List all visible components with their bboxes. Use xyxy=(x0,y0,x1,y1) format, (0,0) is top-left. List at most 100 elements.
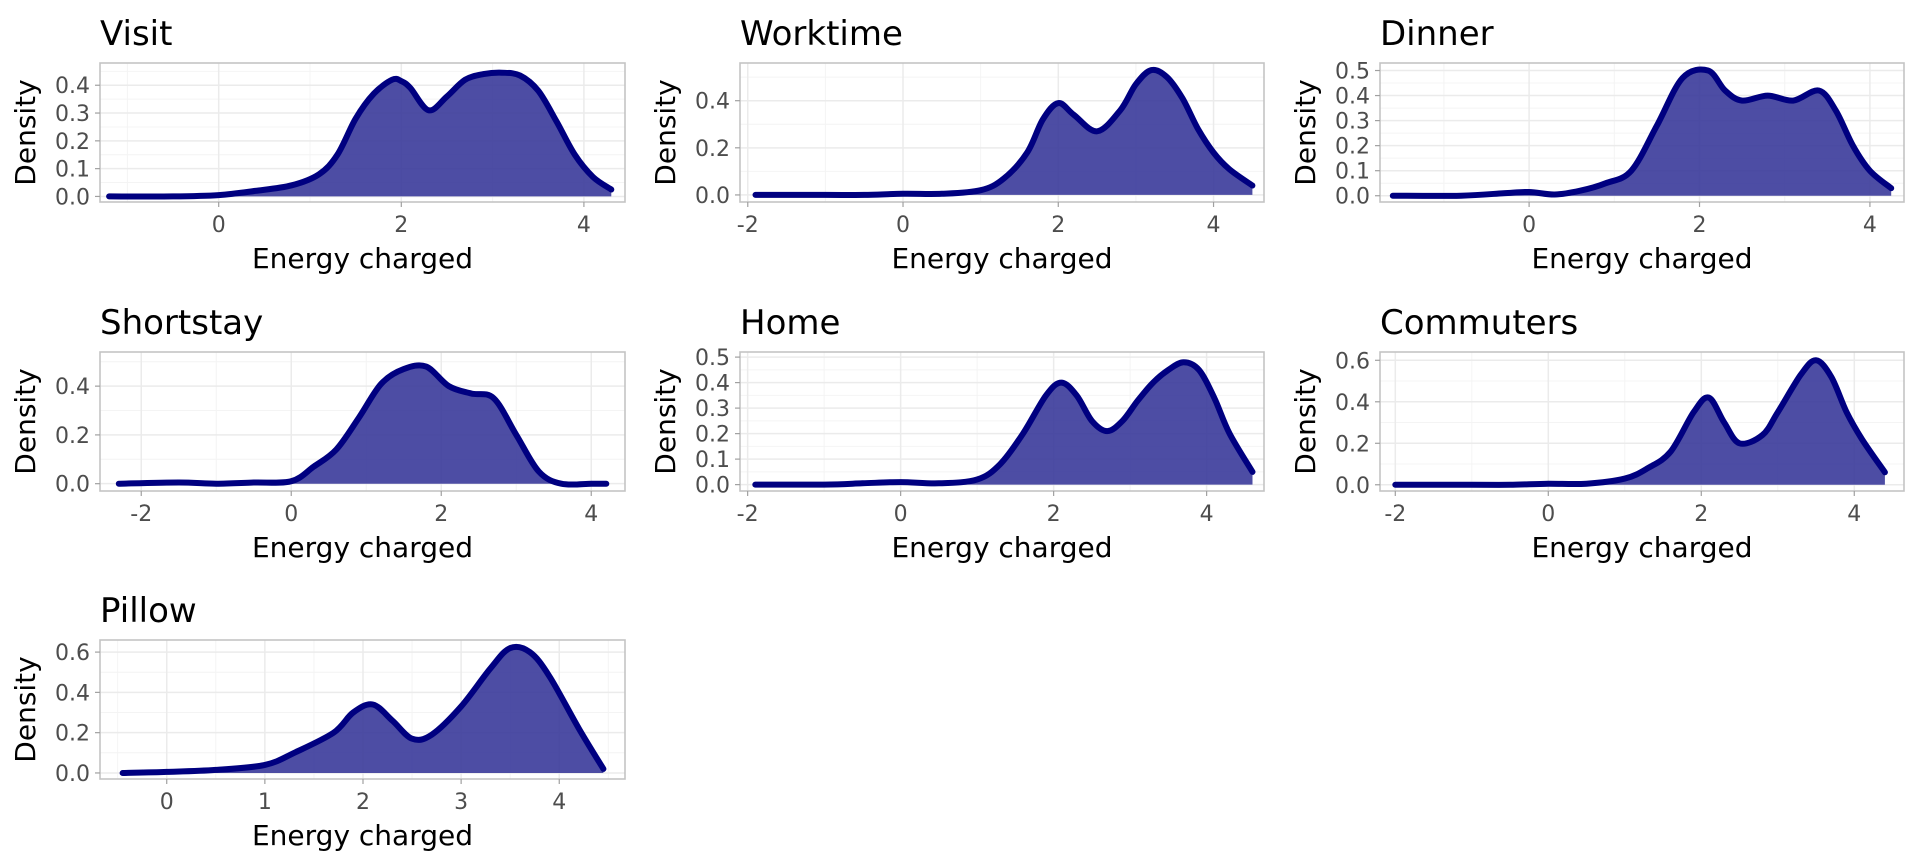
y-tick-label: 0.4 xyxy=(695,372,730,397)
y-tick-label: 0.4 xyxy=(55,375,90,400)
density-line xyxy=(119,643,607,776)
y-tick-label: 0.3 xyxy=(55,102,90,127)
panel-title: Shortstay xyxy=(100,303,263,343)
panel-title: Commuters xyxy=(1380,303,1578,343)
x-tick-label: 4 xyxy=(1863,213,1877,238)
density-line xyxy=(106,69,615,200)
x-tick-label: -2 xyxy=(1384,502,1406,527)
x-axis-label: Energy charged xyxy=(252,531,473,564)
density-area xyxy=(1395,360,1885,485)
x-tick-label: 2 xyxy=(356,790,370,815)
density-line xyxy=(752,359,1256,488)
y-tick-label: 0.5 xyxy=(695,346,730,371)
density-line xyxy=(115,362,610,488)
panel-worktime: -2 0 2 4 0.0 0.2 0.4 Worktime Energy charged Dens… xyxy=(649,14,1265,275)
density-area xyxy=(755,362,1253,485)
y-tick-label: 0.4 xyxy=(55,74,90,99)
y-axis-label: Density xyxy=(649,368,682,474)
y-tick-label: 0.0 xyxy=(1335,474,1370,499)
y-tick-label: 0.4 xyxy=(695,90,730,115)
x-tick-label: 1 xyxy=(258,790,272,815)
y-tick-label: 0.2 xyxy=(695,423,730,448)
y-axis-label: Density xyxy=(1289,79,1322,185)
y-axis-label: Density xyxy=(649,79,682,185)
x-tick-label: 4 xyxy=(584,502,598,527)
x-tick-label: 0 xyxy=(1541,502,1555,527)
y-axis-label: Density xyxy=(9,368,42,474)
panel-title: Worktime xyxy=(740,14,903,54)
x-tick-label: 4 xyxy=(552,790,566,815)
x-axis-label: Energy charged xyxy=(891,531,1112,564)
x-tick-label: 0 xyxy=(160,790,174,815)
y-axis-label: Density xyxy=(1289,368,1322,474)
density-line xyxy=(1389,66,1895,199)
x-axis-label: Energy charged xyxy=(1531,531,1752,564)
density-area xyxy=(1392,69,1892,196)
y-tick-label: 0.0 xyxy=(55,185,90,210)
y-tick-label: 0.2 xyxy=(55,130,90,155)
y-tick-label: 0.6 xyxy=(55,641,90,666)
x-axis-label: Energy charged xyxy=(252,819,473,852)
x-tick-label: 4 xyxy=(1847,502,1861,527)
y-axis-label: Density xyxy=(9,656,42,762)
x-tick-label: 0 xyxy=(284,502,298,527)
x-tick-label: 4 xyxy=(577,213,591,238)
y-tick-label: 0.0 xyxy=(55,762,90,787)
panel-border xyxy=(99,351,626,492)
y-tick-label: 0.2 xyxy=(1335,135,1370,160)
x-tick-label: -2 xyxy=(737,213,759,238)
y-tick-label: 0.4 xyxy=(1335,85,1370,110)
x-axis-label: Energy charged xyxy=(252,242,473,275)
x-tick-label: 0 xyxy=(212,213,226,238)
y-tick-label: 0.1 xyxy=(695,448,730,473)
x-tick-label: 4 xyxy=(1200,502,1214,527)
density-line xyxy=(1392,357,1888,488)
y-tick-label: 0.5 xyxy=(1335,60,1370,85)
y-tick-label: 0.0 xyxy=(1335,185,1370,210)
x-axis-label: Energy charged xyxy=(891,242,1112,275)
panel-title: Visit xyxy=(100,14,172,54)
x-tick-label: 2 xyxy=(1047,502,1061,527)
y-tick-label: 0.3 xyxy=(695,397,730,422)
x-tick-label: 2 xyxy=(434,502,448,527)
y-tick-label: 0.1 xyxy=(55,158,90,183)
panel-border xyxy=(739,62,1265,203)
y-tick-label: 0.2 xyxy=(1335,432,1370,457)
x-tick-label: 2 xyxy=(1051,213,1065,238)
x-tick-label: -2 xyxy=(130,502,152,527)
panel-title: Home xyxy=(740,303,840,343)
panel-pillow: 0 1 2 3 4 0.0 0.2 0.4 0.6 Pillow Energy charged Den… xyxy=(9,591,626,852)
x-tick-label: 2 xyxy=(1694,502,1708,527)
x-tick-label: 2 xyxy=(394,213,408,238)
panel-home: -2 0 2 4 0.00.10.20.30.40.5 Home Energy charge… xyxy=(649,303,1265,564)
x-tick-label: 2 xyxy=(1693,213,1707,238)
panel-commuters: -2 0 2 4 0.0 0.2 0.4 0.6 Commuters Energy charged… xyxy=(1289,303,1905,564)
x-tick-label: 0 xyxy=(896,213,910,238)
panel-border xyxy=(739,351,1265,492)
y-tick-label: 0.1 xyxy=(1335,160,1370,185)
y-tick-label: 0.2 xyxy=(55,424,90,449)
density-area xyxy=(109,72,612,197)
panel-dinner: 0 2 4 0.00.10.20.30.40.5 Dinner Energy charge… xyxy=(1289,14,1905,275)
panel-title: Dinner xyxy=(1380,14,1494,54)
panel-border xyxy=(1379,62,1905,203)
y-tick-label: 0.0 xyxy=(695,474,730,499)
density-line xyxy=(752,66,1256,198)
y-tick-label: 0.2 xyxy=(695,137,730,162)
panel-border xyxy=(99,62,626,203)
x-tick-label: 4 xyxy=(1207,213,1221,238)
y-tick-label: 0.0 xyxy=(695,184,730,209)
panel-shortstay: -2 0 2 4 0.0 0.2 0.4 Shortstay Energy charged Den… xyxy=(9,303,626,564)
y-tick-label: 0.4 xyxy=(55,681,90,706)
x-tick-label: 0 xyxy=(894,502,908,527)
panel-title: Pillow xyxy=(100,591,197,631)
y-tick-label: 0.3 xyxy=(1335,110,1370,135)
y-axis-label: Density xyxy=(9,79,42,185)
y-tick-label: 0.6 xyxy=(1335,349,1370,374)
panel-visit: 0 2 4 0.00.1 0.2 0.3 0.4 Visit Energy charged Den… xyxy=(9,14,626,275)
y-tick-label: 0.2 xyxy=(55,722,90,747)
panel-border xyxy=(1379,351,1905,492)
y-tick-label: 0.4 xyxy=(1335,391,1370,416)
y-tick-label: 0.0 xyxy=(55,473,90,498)
